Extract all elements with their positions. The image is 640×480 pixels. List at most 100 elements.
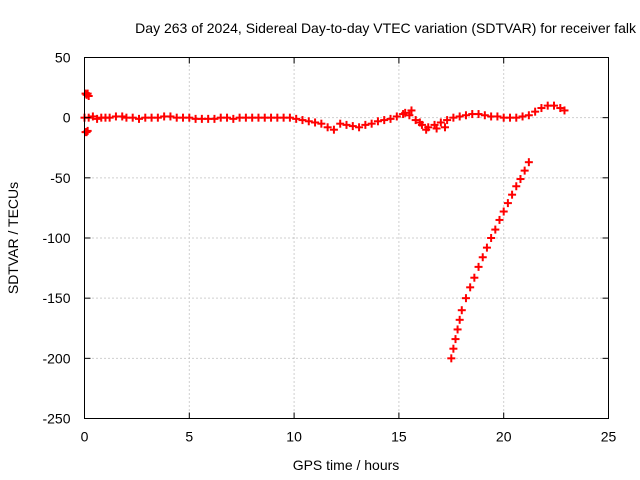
data-point: [422, 125, 431, 134]
data-point: [461, 111, 470, 120]
x-tick-label: 5: [185, 429, 193, 445]
data-point: [550, 101, 559, 110]
data-point: [317, 119, 326, 128]
data-point: [560, 106, 569, 115]
data-point: [223, 113, 232, 122]
data-point: [373, 117, 382, 126]
data-point: [537, 104, 546, 113]
data-point: [518, 112, 527, 121]
x-tick-label: 10: [286, 429, 302, 445]
y-tick-label: 50: [55, 50, 71, 66]
data-point: [407, 106, 416, 115]
data-point: [455, 112, 464, 121]
data-point: [441, 123, 450, 132]
data-point: [355, 123, 364, 132]
data-point: [449, 344, 458, 353]
data-point: [105, 113, 114, 122]
data-point: [329, 125, 338, 134]
data-point: [499, 207, 508, 216]
x-tick-label: 15: [391, 429, 407, 445]
data-point: [512, 182, 521, 191]
data-point: [336, 119, 345, 128]
data-point: [323, 123, 332, 132]
data-point: [520, 166, 529, 175]
data-point: [411, 116, 420, 125]
data-point: [229, 114, 238, 123]
chart-title: Day 263 of 2024, Sidereal Day-to-day VTE…: [135, 20, 637, 36]
data-point: [478, 253, 487, 262]
y-tick-label: -250: [42, 411, 70, 427]
y-axis-title: SDTVAR / TECUs: [5, 182, 21, 294]
data-point: [285, 113, 294, 122]
data-point: [88, 112, 97, 121]
data-point: [512, 113, 521, 122]
data-point: [524, 158, 533, 167]
data-point: [531, 107, 540, 116]
data-point: [367, 119, 376, 128]
data-point: [415, 118, 424, 127]
data-point: [480, 111, 489, 120]
y-tick-label: -50: [50, 170, 70, 186]
data-point: [304, 117, 313, 126]
grid-layer: [84, 57, 609, 419]
data-point: [482, 243, 491, 252]
x-tick-label: 0: [81, 429, 89, 445]
data-point: [128, 113, 137, 122]
data-point: [470, 273, 479, 282]
data-point: [443, 116, 452, 125]
data-point: [461, 294, 470, 303]
data-point: [493, 112, 502, 121]
data-point: [457, 306, 466, 315]
data-point: [82, 128, 91, 137]
data-point: [491, 225, 500, 234]
data-point: [380, 116, 389, 125]
data-point: [508, 190, 517, 199]
data-point: [455, 315, 464, 324]
data-point: [466, 283, 475, 292]
data-point: [292, 114, 301, 123]
data-point: [405, 111, 414, 120]
data-point: [84, 92, 93, 101]
data-point: [474, 262, 483, 271]
data-point: [495, 215, 504, 224]
data-point: [451, 335, 460, 344]
data-point: [361, 120, 370, 129]
data-point: [453, 325, 462, 334]
data-point: [474, 110, 483, 119]
data-point: [503, 199, 512, 208]
data-point: [386, 114, 395, 123]
data-point: [118, 112, 127, 121]
y-tick-label: -200: [42, 350, 70, 366]
data-points-layer: [80, 89, 569, 363]
x-tick-label: 20: [496, 429, 512, 445]
data-point: [298, 116, 307, 125]
data-point: [449, 113, 458, 122]
data-point: [401, 108, 410, 117]
data-point: [432, 124, 441, 133]
data-point: [392, 112, 401, 121]
data-point: [556, 104, 565, 113]
data-point: [93, 114, 102, 123]
plot-frame: [84, 57, 609, 419]
data-point: [166, 112, 175, 121]
y-tick-label: 0: [63, 110, 71, 126]
data-point: [516, 175, 525, 184]
y-tick-label: -150: [42, 290, 70, 306]
x-axis-title: GPS time / hours: [293, 457, 400, 473]
data-point: [436, 118, 445, 127]
data-point: [153, 113, 162, 122]
data-point: [311, 118, 320, 127]
data-point: [185, 113, 194, 122]
data-point: [487, 234, 496, 242]
data-point: [342, 120, 351, 129]
y-tick-label: -100: [42, 230, 70, 246]
data-point: [524, 111, 533, 120]
ticks-layer: 0 5 10 15 20 25 -250 -200 -150 -100 -50 0 50: [42, 50, 616, 445]
data-point: [134, 114, 143, 123]
data-point: [210, 114, 219, 123]
data-point: [348, 122, 357, 131]
data-point: [447, 354, 456, 363]
x-tick-label: 25: [601, 429, 617, 445]
